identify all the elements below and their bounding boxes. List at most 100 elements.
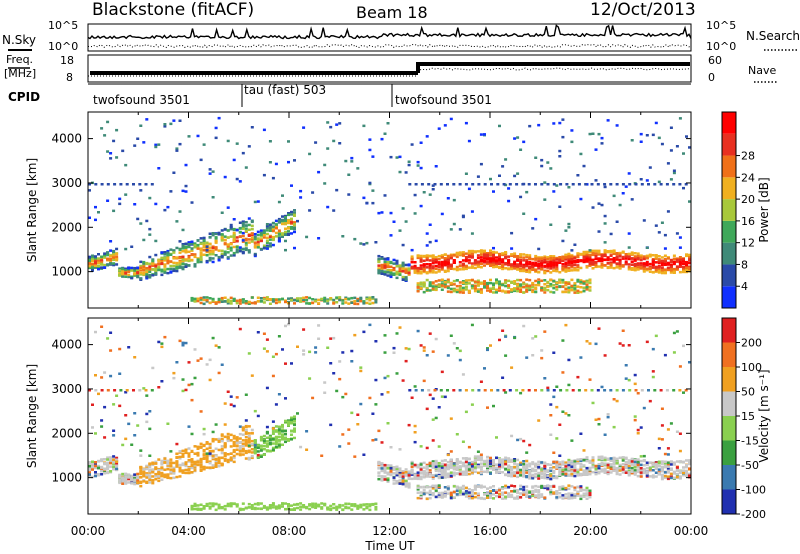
data-pixel	[392, 468, 396, 471]
data-pixel	[296, 298, 299, 302]
data-pixel	[528, 288, 532, 292]
data-pixel	[271, 176, 275, 180]
data-pixel	[648, 253, 652, 257]
data-pixel	[606, 262, 610, 265]
data-pixel	[464, 252, 468, 255]
data-pixel	[422, 469, 426, 473]
data-pixel	[434, 474, 438, 478]
y-tick-label: 3000	[51, 176, 82, 190]
data-pixel	[119, 183, 123, 186]
data-pixel	[507, 199, 511, 203]
data-pixel	[241, 247, 245, 251]
data-pixel	[232, 442, 236, 446]
data-pixel	[136, 478, 140, 481]
data-pixel	[489, 490, 492, 493]
data-pixel	[507, 187, 511, 190]
data-pixel	[483, 264, 486, 267]
data-pixel	[142, 475, 146, 478]
data-pixel	[395, 271, 399, 274]
data-pixel	[211, 196, 215, 199]
data-pixel	[368, 504, 372, 508]
data-pixel	[437, 263, 441, 266]
data-pixel	[226, 439, 230, 443]
data-pixel	[525, 290, 529, 293]
data-pixel	[669, 271, 673, 274]
data-pixel	[217, 460, 221, 464]
data-pixel	[250, 232, 254, 235]
data-pixel	[464, 471, 468, 474]
data-pixel	[265, 449, 269, 453]
data-pixel	[519, 284, 523, 287]
data-pixel	[479, 380, 483, 383]
data-pixel	[166, 249, 170, 253]
data-pixel	[386, 265, 390, 268]
data-pixel	[467, 290, 471, 294]
data-pixel	[281, 430, 284, 433]
data-pixel	[476, 485, 480, 488]
data-pixel	[365, 201, 369, 205]
data-pixel	[534, 264, 538, 267]
data-pixel	[449, 256, 453, 260]
data-pixel	[268, 235, 272, 239]
data-pixel	[407, 470, 411, 473]
data-pixel	[525, 270, 529, 273]
data-pixel	[492, 246, 495, 250]
data-pixel	[88, 262, 91, 265]
data-pixel	[473, 289, 477, 293]
data-pixel	[461, 288, 465, 292]
data-pixel	[416, 286, 420, 289]
data-pixel	[627, 172, 631, 175]
data-pixel	[452, 261, 456, 264]
data-pixel	[271, 502, 275, 505]
data-pixel	[404, 271, 408, 274]
data-pixel	[504, 280, 508, 284]
data-pixel	[187, 243, 191, 246]
data-pixel	[226, 390, 230, 393]
data-pixel	[540, 158, 544, 162]
data-pixel	[678, 262, 682, 265]
data-pixel	[486, 496, 489, 499]
data-pixel	[211, 457, 215, 461]
data-pixel	[452, 467, 456, 471]
data-pixel	[419, 258, 423, 262]
data-pixel	[606, 258, 610, 261]
data-pixel	[374, 340, 378, 343]
data-pixel	[235, 503, 239, 506]
data-pixel	[470, 495, 474, 499]
data-pixel	[688, 267, 691, 270]
data-pixel	[495, 469, 498, 472]
data-pixel	[624, 254, 628, 258]
data-pixel	[187, 135, 191, 138]
data-pixel	[196, 134, 200, 138]
data-pixel	[516, 287, 520, 290]
data-pixel	[675, 232, 679, 235]
data-pixel	[383, 467, 387, 470]
data-pixel	[290, 217, 293, 221]
data-pixel	[232, 231, 236, 235]
data-pixel	[443, 463, 447, 466]
nave-label: Nave	[748, 64, 776, 77]
colorbar-swatch	[722, 286, 736, 308]
data-pixel	[618, 262, 622, 266]
data-pixel	[516, 172, 520, 175]
data-pixel	[431, 475, 435, 478]
data-pixel	[588, 286, 592, 289]
data-pixel	[181, 266, 185, 269]
data-pixel	[202, 239, 206, 242]
data-pixel	[498, 495, 501, 499]
data-pixel	[522, 140, 526, 144]
data-pixel	[223, 508, 227, 511]
data-pixel	[175, 361, 179, 364]
data-pixel	[190, 460, 194, 463]
data-pixel	[277, 506, 281, 510]
data-pixel	[226, 229, 230, 232]
data-pixel	[112, 458, 116, 461]
data-pixel	[443, 124, 447, 127]
data-pixel	[265, 229, 269, 232]
data-pixel	[443, 281, 447, 284]
data-pixel	[130, 269, 134, 272]
data-pixel	[416, 486, 420, 489]
data-pixel	[594, 257, 598, 261]
data-pixel	[211, 464, 215, 467]
data-pixel	[642, 257, 646, 261]
